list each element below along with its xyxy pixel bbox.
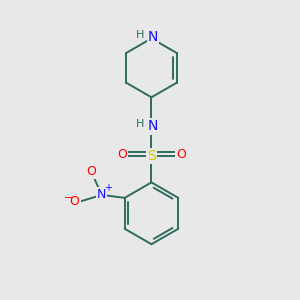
Text: N: N xyxy=(148,30,158,44)
Text: N: N xyxy=(148,119,158,134)
Text: −: − xyxy=(64,193,73,203)
Text: N: N xyxy=(97,188,106,201)
Text: O: O xyxy=(70,196,80,208)
Text: O: O xyxy=(176,148,186,161)
Text: +: + xyxy=(104,183,112,194)
Text: O: O xyxy=(117,148,127,161)
Text: H: H xyxy=(136,119,145,129)
Text: S: S xyxy=(147,149,156,163)
Text: O: O xyxy=(86,165,96,178)
Text: H: H xyxy=(136,30,145,40)
